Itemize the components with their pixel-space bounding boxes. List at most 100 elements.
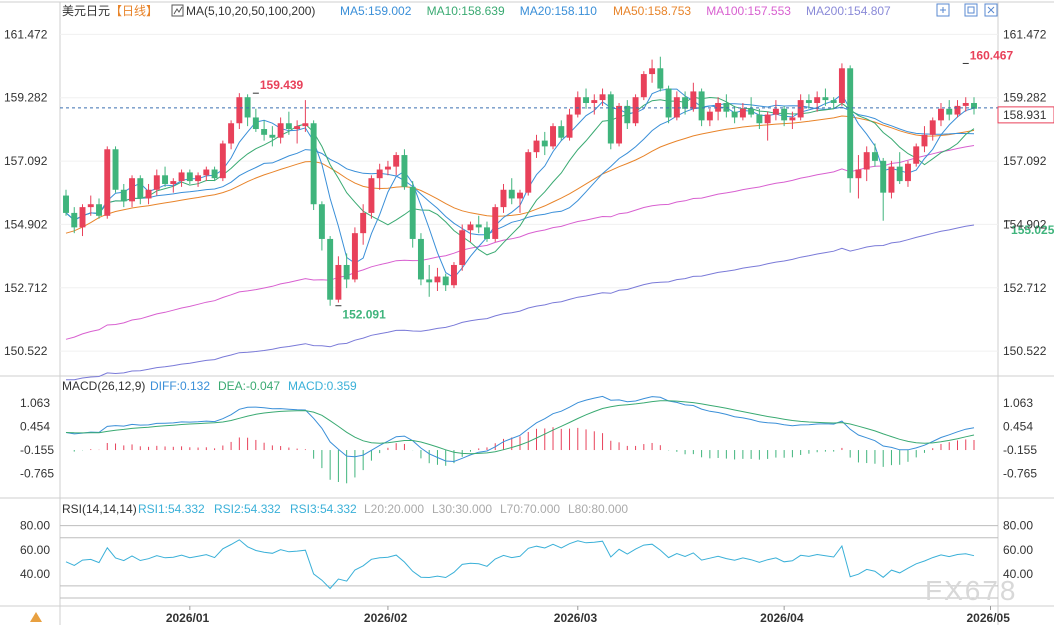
candle — [401, 149, 408, 190]
candle — [475, 215, 482, 234]
candle — [467, 221, 474, 242]
macd-tick-left-1: 0.454 — [20, 420, 50, 434]
candle — [302, 100, 309, 132]
price-tick-left-5: 150.522 — [4, 344, 48, 358]
candle — [723, 94, 730, 118]
ma-toggle-icon[interactable] — [171, 4, 184, 17]
candle — [797, 94, 804, 121]
rsi-tick-left-0: 80.00 — [20, 519, 50, 533]
rsi1-line — [65, 539, 975, 590]
candle — [236, 93, 243, 130]
ma-value-4: MA100:157.553 — [706, 4, 791, 18]
price-tick-left-0: 161.472 — [4, 27, 48, 41]
candle — [170, 178, 177, 193]
ma20-line — [65, 103, 975, 236]
candle — [442, 273, 449, 292]
candle — [252, 108, 259, 132]
candle — [162, 166, 169, 187]
candle — [706, 108, 713, 127]
rsi-tick-left-1: 60.00 — [20, 543, 50, 557]
candle — [599, 88, 606, 106]
candle — [145, 183, 152, 205]
candles — [63, 56, 977, 306]
candle — [285, 111, 292, 135]
macd-title: MACD(26,12,9) — [62, 379, 145, 393]
candle — [838, 63, 845, 106]
candle — [929, 117, 936, 141]
candle — [731, 105, 738, 124]
candle — [938, 102, 944, 127]
ma-value-5: MA200:154.807 — [806, 4, 891, 18]
ma-value-1: MA10:158.639 — [427, 4, 505, 18]
scroll-up-icon[interactable] — [30, 612, 42, 622]
current-price-label: 158.931 — [1003, 108, 1047, 122]
candle — [96, 198, 102, 219]
candle — [203, 166, 210, 182]
candle — [690, 82, 697, 112]
candle — [971, 97, 977, 115]
candle — [492, 204, 499, 242]
rsi-l30: L30:30.000 — [432, 502, 492, 516]
period-label[interactable]: 【日线】 — [110, 4, 158, 18]
candle — [921, 126, 928, 153]
candle — [393, 152, 400, 176]
ma-value-3: MA50:158.753 — [613, 4, 691, 18]
candle — [87, 195, 94, 216]
ma50-line — [65, 115, 975, 234]
candle — [657, 56, 664, 92]
candle — [244, 94, 251, 127]
macd-axis: 1.063 1.063 0.454 0.454 -0.155 -0.155 -0.765 -0… — [20, 396, 1037, 480]
macd-tick-left-2: -0.155 — [20, 443, 54, 457]
candle — [772, 100, 779, 121]
candle — [756, 108, 763, 130]
macd-value: MACD:0.359 — [288, 379, 357, 393]
symbol-label: 美元日元 — [62, 4, 110, 18]
price-tick-right-0: 161.472 — [1003, 27, 1047, 41]
restore-icon[interactable] — [964, 3, 978, 17]
candle — [186, 169, 193, 184]
candle — [417, 233, 424, 286]
candle — [954, 100, 961, 118]
expand-icon[interactable] — [936, 3, 950, 17]
date-label-2: 2026/03 — [554, 611, 598, 625]
price-annotations: 159.439 152.091 160.467 155.025 — [252, 48, 1054, 322]
candle — [871, 143, 878, 167]
candle — [459, 224, 466, 271]
candle — [591, 94, 598, 115]
price-tick-right-1: 159.282 — [1003, 91, 1047, 105]
close-icon[interactable] — [984, 3, 998, 17]
candle — [104, 146, 111, 219]
candle — [376, 163, 383, 190]
ma-settings-label[interactable]: MA(5,10,20,50,100,200) — [186, 4, 315, 18]
candle — [228, 120, 235, 150]
candle — [508, 178, 515, 205]
date-label-1: 2026/02 — [364, 611, 408, 625]
candle — [896, 152, 903, 184]
candle — [673, 91, 680, 121]
candle — [698, 88, 705, 127]
candle — [426, 264, 433, 297]
candle — [327, 236, 334, 306]
candle — [649, 59, 656, 83]
candle — [550, 123, 556, 150]
candle — [71, 207, 78, 234]
candle — [63, 189, 69, 216]
candle — [847, 65, 854, 193]
ma-value-list: MA5:159.002 MA10:158.639 MA20:158.110 MA50:… — [340, 4, 891, 18]
panel-toolbar — [936, 3, 998, 17]
ma-value-2: MA20:158.110 — [520, 4, 597, 18]
candle — [153, 169, 160, 196]
rsi-tick-right-2: 40.00 — [1003, 567, 1033, 581]
rsi-legend: RSI(14,14,14) RSI1:54.332 RSI2:54.332 RS… — [62, 502, 628, 516]
rsi3-value: RSI3:54.332 — [290, 502, 357, 516]
price-tick-right-3: 154.902 — [1003, 217, 1047, 231]
candle — [880, 157, 887, 221]
candle — [962, 97, 969, 112]
candle — [583, 88, 590, 109]
date-axis: 2026/01 2026/02 2026/03 2026/04 2026/05 — [166, 606, 1010, 625]
macd-tick-right-3: -0.765 — [1003, 467, 1037, 481]
rsi-line — [65, 539, 975, 590]
macd-dea-line — [65, 400, 975, 455]
rsi-tick-right-0: 80.00 — [1003, 519, 1033, 533]
candle — [112, 146, 119, 193]
